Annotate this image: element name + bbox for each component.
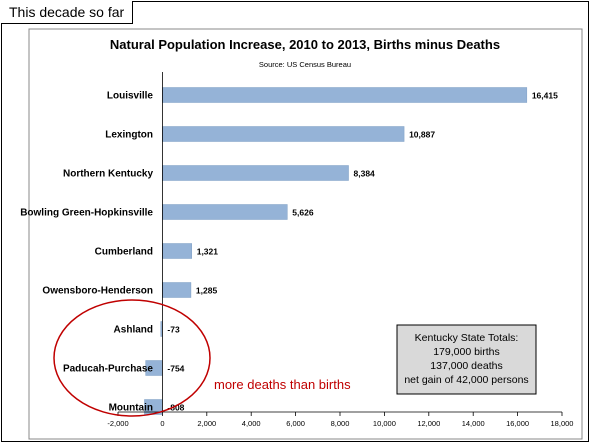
totals-line: 179,000 births: [433, 346, 500, 358]
category-label: Cumberland: [95, 247, 153, 258]
category-label: Mountain: [109, 403, 153, 414]
x-tick-label: 8,000: [331, 419, 350, 428]
x-tick-label: 16,000: [506, 419, 529, 428]
x-tick-label: 10,000: [373, 419, 396, 428]
bar: [162, 204, 288, 220]
x-tick-label: 18,000: [551, 419, 574, 428]
totals-line: net gain of 42,000 persons: [404, 374, 528, 386]
chart-area-border: [28, 28, 583, 440]
bar: [162, 126, 405, 142]
category-label: Ashland: [114, 325, 153, 336]
bar: [162, 282, 192, 298]
bar: [162, 243, 192, 259]
bar: [162, 165, 349, 181]
bar: [162, 87, 528, 103]
x-tick-label: 4,000: [242, 419, 261, 428]
data-label: 1,321: [197, 247, 219, 257]
x-tick-label: 6,000: [286, 419, 305, 428]
bars-group: Louisville 16,415 Lexington 10,887 Northern …: [20, 87, 558, 415]
x-tick-label: 2,000: [197, 419, 216, 428]
chart-title: Natural Population Increase, 2010 to 201…: [110, 37, 500, 52]
annotation-text: more deaths than births: [214, 377, 351, 392]
totals-line: 137,000 deaths: [430, 360, 502, 372]
category-label: Bowling Green-Hopkinsville: [20, 208, 153, 219]
data-label: 8,384: [354, 169, 376, 179]
category-label: Northern Kentucky: [63, 169, 153, 180]
x-tick-label: -2,000: [107, 419, 128, 428]
x-tick-label: 0: [160, 419, 164, 428]
data-label: 5,626: [292, 208, 314, 218]
x-axis: -2,000 0 2,000 4,000 6,000 8,000 10,000 12,000 1…: [107, 72, 573, 428]
category-label: Paducah-Purchase: [63, 364, 153, 375]
data-label: -73: [167, 325, 180, 335]
category-label: Louisville: [107, 91, 154, 102]
totals-line: Kentucky State Totals:: [415, 332, 519, 344]
category-label: Lexington: [105, 130, 153, 141]
data-label: 16,415: [532, 91, 558, 101]
data-label: -754: [167, 364, 184, 374]
highlight-ellipse: [53, 299, 211, 417]
section-tag: This decade so far: [1, 1, 134, 24]
data-label: 1,285: [196, 286, 218, 296]
x-tick-label: 14,000: [462, 419, 485, 428]
category-label: Owensboro-Henderson: [42, 286, 153, 297]
data-label: 10,887: [409, 130, 435, 140]
chart-source: Source: US Census Bureau: [259, 60, 351, 69]
totals-box: [396, 324, 537, 395]
data-label: -808: [167, 403, 184, 413]
x-tick-label: 12,000: [417, 419, 440, 428]
